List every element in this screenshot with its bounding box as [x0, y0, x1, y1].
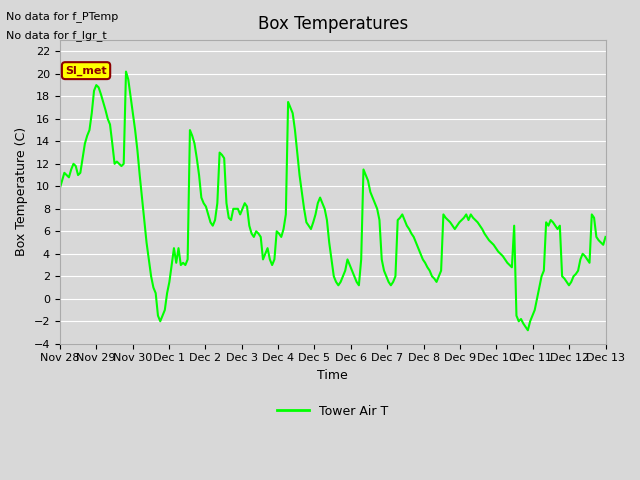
Legend: Tower Air T: Tower Air T [273, 399, 393, 422]
Text: No data for f_lgr_t: No data for f_lgr_t [6, 30, 107, 41]
Text: No data for f_PTemp: No data for f_PTemp [6, 11, 118, 22]
Title: Box Temperatures: Box Temperatures [257, 15, 408, 33]
Text: Sl_met: Sl_met [65, 65, 107, 76]
Y-axis label: Box Temperature (C): Box Temperature (C) [15, 127, 28, 256]
X-axis label: Time: Time [317, 369, 348, 382]
